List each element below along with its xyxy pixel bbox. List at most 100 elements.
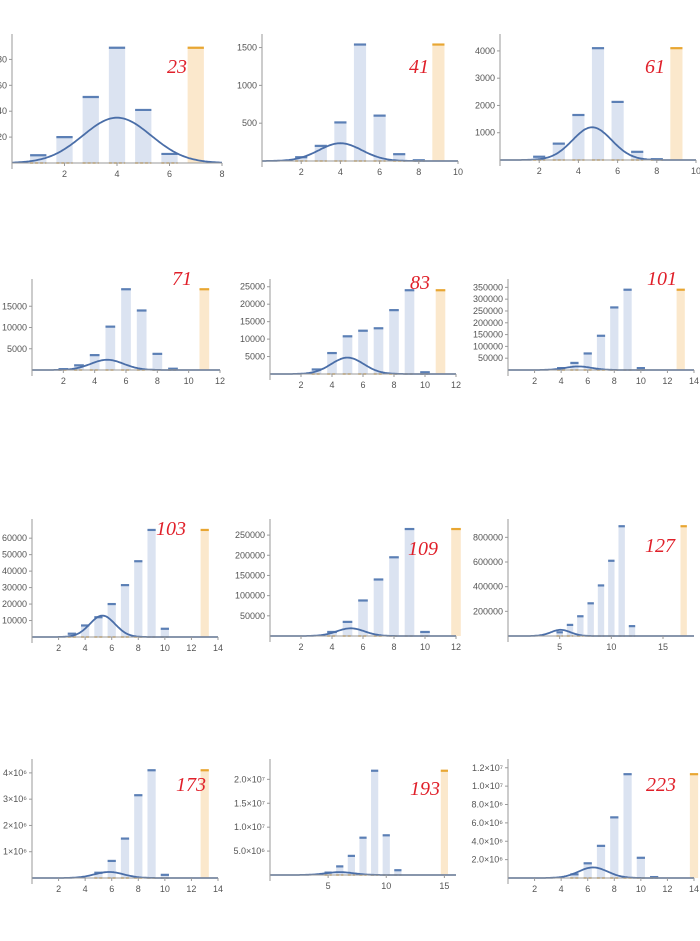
x-tick-label-223-8: 8 <box>612 884 617 894</box>
bar-101-9 <box>623 289 632 370</box>
x-tick-label-41-4: 4 <box>338 167 343 177</box>
x-tick-label-71-2: 2 <box>61 376 66 386</box>
y-tick-label-103: 10000 <box>2 616 27 626</box>
x-tick-label-173-10: 10 <box>160 884 170 894</box>
last-bar-103 <box>200 529 209 637</box>
bar-101-8 <box>610 307 619 370</box>
bar-127-10 <box>608 560 615 636</box>
bar-173-6 <box>107 860 116 878</box>
y-tick-label-223: 1.0×10⁷ <box>472 781 503 791</box>
x-tick-label-83-8: 8 <box>391 380 396 390</box>
bar-83-6 <box>358 330 368 374</box>
bar-61-4 <box>572 115 585 160</box>
y-tick-label-127: 600000 <box>473 557 503 567</box>
bar-23-4 <box>108 47 126 164</box>
x-tick-label-71-10: 10 <box>184 376 194 386</box>
last-bar-71 <box>199 289 210 370</box>
x-tick-label-223-14: 14 <box>689 884 699 894</box>
x-tick-label-127-5: 5 <box>557 642 562 652</box>
bar-109-8 <box>389 557 399 636</box>
x-tick-label-101-6: 6 <box>585 376 590 386</box>
last-bar-223 <box>689 774 699 878</box>
x-tick-label-173-8: 8 <box>136 884 141 894</box>
bar-109-7 <box>373 579 384 636</box>
y-tick-label-101: 150000 <box>473 330 503 340</box>
y-tick-label-23: 20 <box>0 132 7 142</box>
y-tick-label-101: 300000 <box>473 294 503 304</box>
last-bar-109 <box>451 529 461 636</box>
y-tick-label-41: 500 <box>242 118 257 128</box>
x-tick-label-61-10: 10 <box>691 166 700 176</box>
y-tick-label-83: 25000 <box>240 282 265 292</box>
panel-label-41: 41 <box>409 56 429 78</box>
x-tick-label-61-8: 8 <box>654 166 659 176</box>
x-tick-label-223-4: 4 <box>559 884 564 894</box>
x-tick-label-101-14: 14 <box>689 376 699 386</box>
y-tick-label-23: 40 <box>0 106 7 116</box>
panel-label-101: 101 <box>647 268 677 290</box>
x-tick-label-71-4: 4 <box>92 376 97 386</box>
x-tick-label-41-8: 8 <box>416 167 421 177</box>
x-tick-label-193-15: 15 <box>439 881 449 891</box>
last-bar-41 <box>432 44 445 161</box>
bar-41-7 <box>393 154 406 161</box>
x-tick-label-223-10: 10 <box>636 884 646 894</box>
x-tick-label-103-4: 4 <box>83 643 88 653</box>
bar-223-5 <box>570 874 579 878</box>
bar-109-6 <box>358 600 368 636</box>
panel-label-23: 23 <box>167 56 187 78</box>
last-bar-193 <box>440 770 448 875</box>
bar-173-9 <box>147 770 156 878</box>
y-tick-label-109: 250000 <box>235 530 265 540</box>
x-tick-label-61-4: 4 <box>576 166 581 176</box>
y-tick-label-71: 15000 <box>2 301 27 311</box>
x-tick-label-109-12: 12 <box>451 642 461 652</box>
bar-109-9 <box>404 529 415 636</box>
bar-127-9 <box>597 585 605 636</box>
bar-173-7 <box>120 838 130 878</box>
bar-193-6 <box>336 866 344 875</box>
bar-41-5 <box>353 44 367 161</box>
bar-61-7 <box>631 151 644 160</box>
bar-83-5 <box>342 336 353 374</box>
y-tick-label-83: 5000 <box>245 352 265 362</box>
x-tick-label-103-8: 8 <box>136 643 141 653</box>
panel-label-103: 103 <box>156 518 186 540</box>
x-tick-label-103-12: 12 <box>186 643 196 653</box>
bar-83-7 <box>373 328 384 374</box>
bar-193-11 <box>394 870 402 875</box>
bar-23-6 <box>161 153 178 163</box>
bar-103-7 <box>120 585 130 637</box>
y-tick-label-103: 40000 <box>2 566 27 576</box>
bar-71-6 <box>121 289 131 370</box>
x-tick-label-109-2: 2 <box>298 642 303 652</box>
y-tick-label-23: 80 <box>0 54 7 64</box>
x-tick-label-223-6: 6 <box>585 884 590 894</box>
y-tick-label-173: 3×10⁶ <box>3 794 27 804</box>
x-tick-label-109-6: 6 <box>360 642 365 652</box>
x-tick-label-83-2: 2 <box>298 380 303 390</box>
y-tick-label-61: 2000 <box>475 100 495 110</box>
x-tick-label-173-2: 2 <box>56 884 61 894</box>
bar-61-5 <box>591 48 605 160</box>
y-tick-label-223: 6.0×10⁶ <box>472 818 504 828</box>
bar-101-7 <box>596 335 606 370</box>
x-tick-label-103-10: 10 <box>160 643 170 653</box>
bar-223-7 <box>596 845 606 878</box>
x-tick-label-61-2: 2 <box>537 166 542 176</box>
bar-127-11 <box>618 526 625 636</box>
bar-41-4 <box>334 122 347 161</box>
y-tick-label-193: 2.0×10⁷ <box>234 774 265 784</box>
bar-103-10 <box>160 628 169 637</box>
x-tick-label-173-6: 6 <box>109 884 114 894</box>
y-tick-label-127: 400000 <box>473 582 503 592</box>
y-tick-label-101: 100000 <box>473 341 503 351</box>
bar-41-6 <box>373 115 386 161</box>
x-tick-label-193-10: 10 <box>381 881 391 891</box>
